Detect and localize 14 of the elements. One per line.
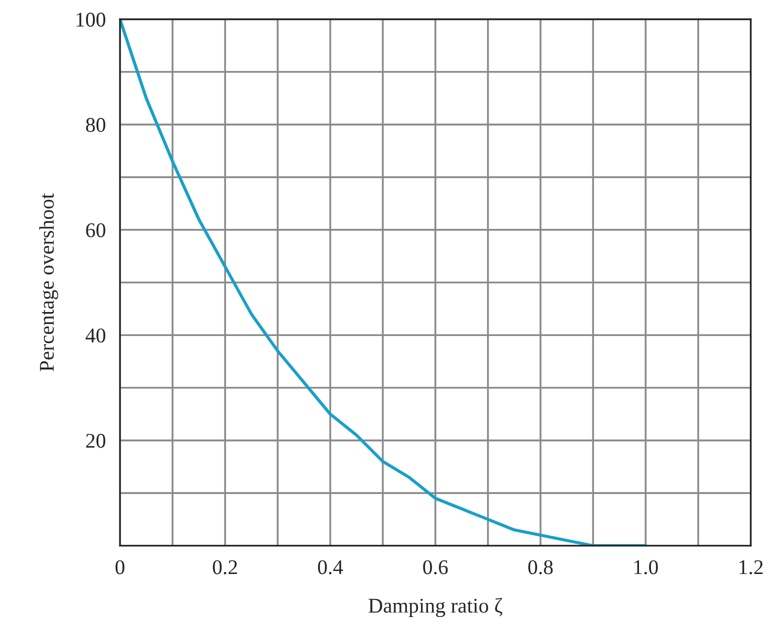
x-tick-label: 1.2 — [740, 560, 763, 574]
y-tick-label: 20 — [86, 434, 106, 448]
y-tick-label: 60 — [86, 223, 106, 238]
y-tick-label: 100 — [76, 12, 106, 27]
y-axis-title: Percentage overshoot — [39, 193, 58, 372]
y-tick-label: 80 — [86, 118, 106, 132]
x-tick-label: 0.2 — [212, 560, 237, 574]
x-tick-label: 0 — [116, 560, 124, 574]
x-axis-title: Damping ratio ζ — [368, 598, 502, 618]
x-tick-label: 0.8 — [528, 560, 553, 574]
x-tick-label: 0.6 — [423, 560, 448, 574]
x-tick-label: 1.0 — [634, 560, 658, 574]
y-tick-label: 40 — [86, 328, 106, 343]
x-tick-label: 0.4 — [318, 560, 343, 574]
